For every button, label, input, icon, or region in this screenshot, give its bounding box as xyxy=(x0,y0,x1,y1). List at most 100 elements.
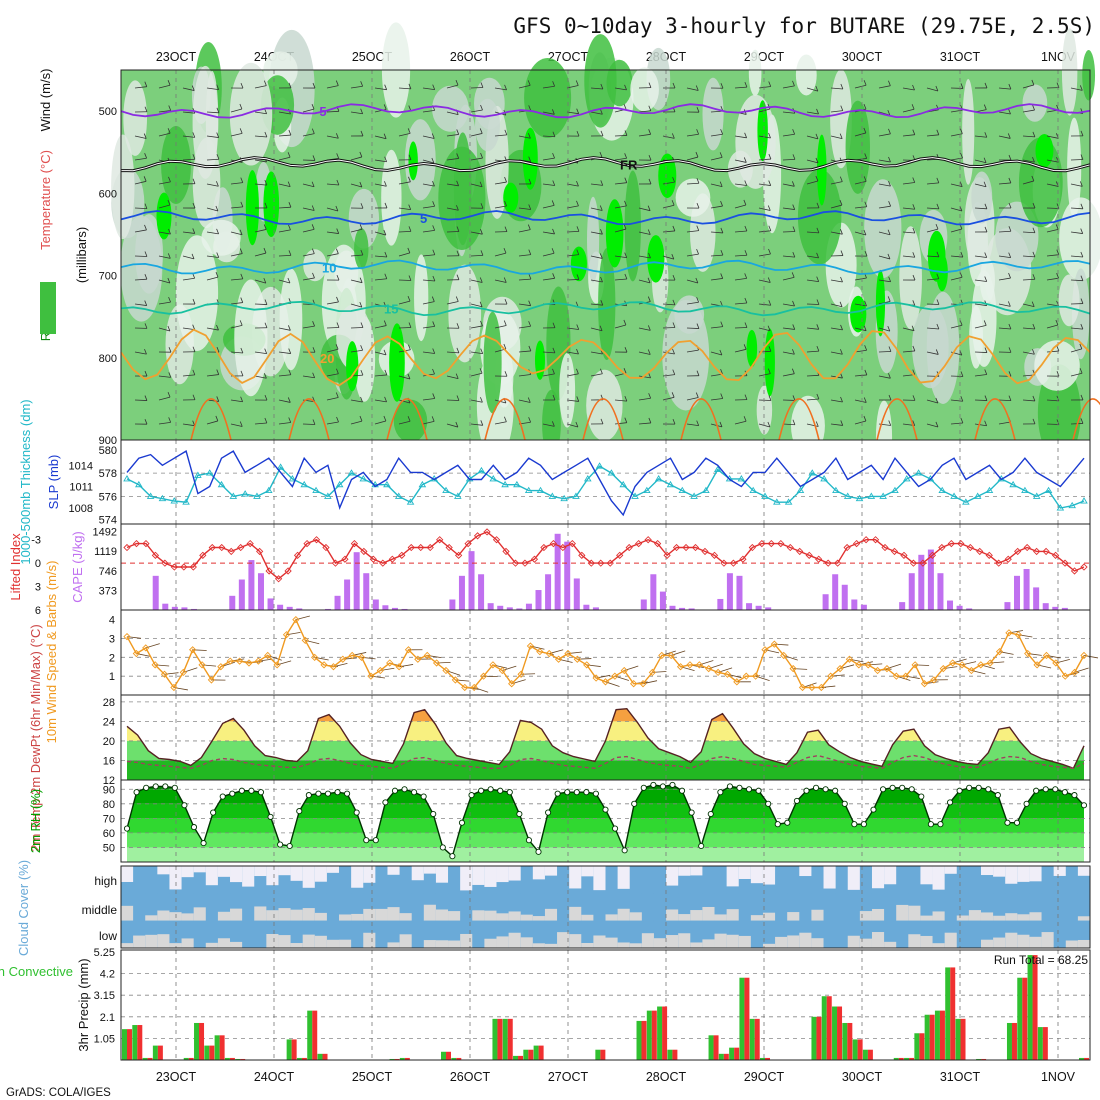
wind-speed-point xyxy=(789,664,797,673)
wind-barb-flag xyxy=(432,275,436,282)
wind-barb-flag xyxy=(696,202,700,209)
wind-barb xyxy=(566,351,579,355)
precip-convective-bar xyxy=(322,1053,328,1060)
rh2m-point xyxy=(612,825,619,832)
wind-barb xyxy=(518,207,531,210)
wind-barb-flag xyxy=(288,82,292,89)
rh2m-point xyxy=(181,802,188,809)
li-tick-label: 6 xyxy=(35,605,41,617)
wind-barb-flag xyxy=(528,249,532,255)
wind-barb-flag xyxy=(1056,345,1060,352)
cloud-fill xyxy=(157,934,170,948)
wind-speed-point xyxy=(1052,659,1060,667)
wind-barb-flag xyxy=(888,201,891,207)
wind-barb-flag xyxy=(167,199,171,206)
wind-barb-flag xyxy=(264,417,268,424)
cloud-fill xyxy=(1077,866,1091,876)
cloud-fill xyxy=(932,866,946,890)
cape-bar xyxy=(554,533,561,610)
cape-bar xyxy=(755,605,762,610)
wind-speed-point xyxy=(714,668,722,677)
wind-barb-flag xyxy=(576,368,579,374)
wind-barb-flag xyxy=(935,223,939,230)
wind-barb xyxy=(446,84,459,89)
cloud-cell xyxy=(775,866,788,894)
wind-barb xyxy=(230,278,243,281)
wind-barb xyxy=(206,276,219,281)
wind-speed-point xyxy=(170,683,178,692)
wind-barb xyxy=(1070,348,1082,353)
cloud-fill xyxy=(205,942,219,948)
cape-bar xyxy=(573,578,580,610)
lifted-index-point xyxy=(151,551,160,559)
convective-contour xyxy=(582,398,624,441)
precip-tick-label: 1.05 xyxy=(94,1033,115,1045)
convective-contour xyxy=(1072,398,1100,441)
wind-speed-line xyxy=(126,618,1085,689)
wind-barb xyxy=(302,325,315,329)
wind-barb-flag xyxy=(504,416,507,422)
wind-barb-flag xyxy=(240,273,244,279)
thickness-axis-label: 1000-500mb Thickness (dm) xyxy=(18,399,33,564)
wind-barb-flag xyxy=(1032,349,1035,355)
rh-tick-label: 90 xyxy=(103,784,115,796)
cloud-cell xyxy=(520,866,534,894)
wind-barb-flag xyxy=(1032,104,1035,111)
li-tick-label: -3 xyxy=(31,535,41,547)
lifted-index-point xyxy=(369,555,377,563)
precip-convective-bar xyxy=(765,1057,770,1060)
wind-barb-flag xyxy=(647,296,651,302)
wind-speed-point xyxy=(986,659,994,667)
wind-barb xyxy=(950,157,963,161)
wind-barb-flag xyxy=(528,156,532,162)
wind-barb-flag xyxy=(791,368,795,374)
precip-tick-label: 3.15 xyxy=(94,990,115,1002)
rh-blob xyxy=(279,268,303,371)
precip-total-bar xyxy=(955,1018,961,1060)
wind-barb xyxy=(830,279,843,283)
wind-barb xyxy=(926,228,939,233)
wind-barb xyxy=(830,181,843,185)
lifted-index-point xyxy=(710,551,719,559)
wind-barb xyxy=(278,422,291,425)
lifted-index-point xyxy=(976,547,984,556)
wind-barb-flag xyxy=(959,181,963,187)
wind-barb-flag xyxy=(144,300,148,306)
wind-barb xyxy=(1022,135,1035,138)
cloud-row-label: high xyxy=(94,874,117,888)
wind-barb xyxy=(398,375,411,380)
rh2m-point xyxy=(363,837,370,844)
precip-border xyxy=(120,949,1091,1061)
wind-barb xyxy=(182,423,195,427)
wind-speed-point xyxy=(977,661,985,669)
precip-convective-bar xyxy=(291,1039,297,1060)
wind-barb-flag xyxy=(407,128,411,134)
wind-barb xyxy=(518,325,531,329)
cloud-cell xyxy=(859,866,873,894)
wind-barb-flag xyxy=(263,247,267,254)
cloud-fill xyxy=(714,914,728,921)
wind-barb-flag xyxy=(527,397,531,403)
wind-barb xyxy=(686,156,699,161)
rh-blob xyxy=(161,126,191,204)
wind-barb xyxy=(350,228,363,233)
cloud-cell xyxy=(641,893,655,922)
wind-speed-point xyxy=(179,668,187,677)
wind-barb xyxy=(1070,255,1083,258)
cloud-fill xyxy=(993,937,1006,948)
wind-speed-point xyxy=(1024,649,1032,658)
wind-barb xyxy=(134,351,147,355)
cloud-cell xyxy=(472,920,485,949)
wind-barb xyxy=(974,325,987,329)
wind-barb-flag xyxy=(432,368,435,375)
bottom-date-label: 28OCT xyxy=(646,1070,687,1084)
wind-barb-flag xyxy=(984,226,988,233)
wind-barb-flag xyxy=(479,181,483,187)
wind-barb-flag xyxy=(672,369,676,375)
thickness-point xyxy=(572,492,580,499)
cape-bar xyxy=(918,554,925,610)
wind-barb xyxy=(686,230,699,233)
precip-convective-bar xyxy=(734,1047,740,1060)
wind-barb-flag xyxy=(504,226,508,232)
pressure-axis-label: (millibars) xyxy=(74,227,89,283)
